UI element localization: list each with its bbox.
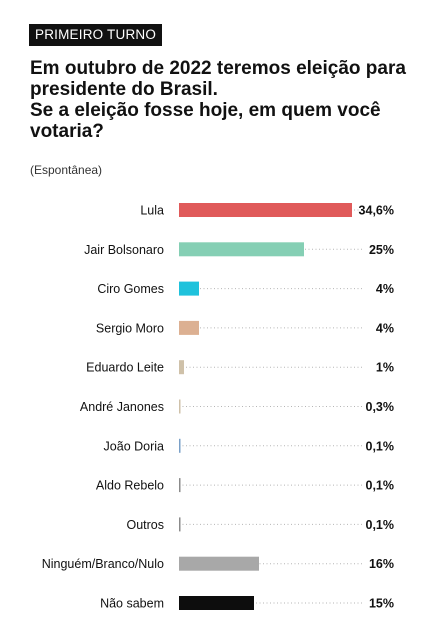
value-label: 16%: [369, 557, 394, 571]
bar: [179, 438, 181, 453]
category-label: Lula: [140, 204, 164, 218]
category-label: Outros: [126, 518, 164, 532]
value-label: 25%: [369, 243, 394, 257]
category-label: João Doria: [104, 439, 164, 453]
category-label: Sergio Moro: [96, 321, 164, 335]
bar: [179, 281, 199, 296]
value-label: 15%: [369, 597, 394, 611]
value-label: 4%: [376, 321, 394, 335]
bar: [179, 320, 199, 335]
value-label: 34,6%: [359, 204, 394, 218]
headline: Em outubro de 2022 teremos eleição para …: [30, 58, 410, 142]
bar: [179, 360, 184, 375]
category-label: Não sabem: [100, 597, 164, 611]
value-label: 0,1%: [366, 479, 395, 493]
category-label: Aldo Rebelo: [96, 479, 164, 493]
survey-type-note: (Espontânea): [30, 163, 103, 177]
category-label: Jair Bolsonaro: [84, 243, 164, 257]
category-label: Ninguém/Branco/Nulo: [42, 557, 164, 571]
bar: [179, 399, 181, 414]
value-label: 1%: [376, 361, 394, 375]
value-label: 0,1%: [366, 518, 395, 532]
value-label: 0,1%: [366, 439, 395, 453]
bar: [179, 517, 181, 532]
bar: [179, 478, 181, 493]
round-badge: PRIMEIRO TURNO: [29, 24, 163, 46]
bar: [179, 242, 304, 257]
bar: [179, 596, 254, 610]
value-label: 0,3%: [366, 400, 395, 414]
bar: [179, 203, 352, 217]
headline-question: Se a eleição fosse hoje, em quem você vo…: [30, 100, 381, 142]
headline-lead: Em outubro de 2022 teremos eleição para …: [30, 58, 406, 100]
category-label: Eduardo Leite: [86, 361, 164, 375]
category-label: André Janones: [80, 400, 164, 414]
bar: [179, 556, 259, 571]
category-label: Ciro Gomes: [97, 282, 164, 296]
value-label: 4%: [376, 282, 394, 296]
